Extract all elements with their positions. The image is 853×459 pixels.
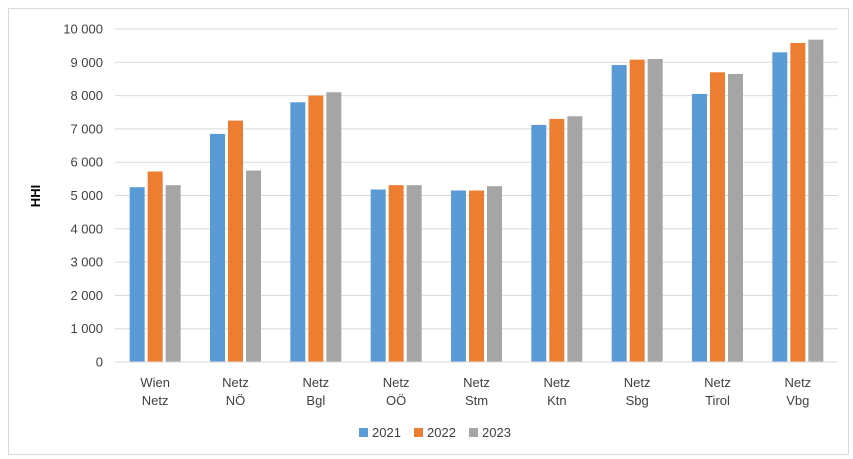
y-tick-label: 5 000 — [70, 188, 103, 203]
legend-swatch-2022 — [414, 428, 423, 437]
y-tick-label: 2 000 — [70, 288, 103, 303]
bar-2023 — [647, 58, 663, 362]
x-tick-label-line: Netz — [543, 375, 570, 390]
x-tick-label-line: Netz — [383, 375, 410, 390]
x-tick-label: Netz Vbg — [784, 375, 811, 408]
bar-2023 — [165, 185, 181, 362]
bar-2021 — [129, 187, 145, 362]
x-tick-label-line: Netz — [142, 393, 169, 408]
x-tick-label: Netz Stm — [463, 375, 490, 408]
y-tick-label: 1 000 — [70, 321, 103, 336]
x-tick-label-line: Netz — [784, 375, 811, 390]
y-tick-label: 4 000 — [70, 221, 103, 236]
x-tick-label-line: Netz — [302, 375, 329, 390]
x-tick-label: Netz NÖ — [222, 375, 249, 408]
bar-2022 — [308, 95, 324, 362]
bar-2021 — [692, 93, 707, 362]
legend-swatch-2023 — [469, 428, 478, 437]
x-tick-label-line: Stm — [465, 393, 488, 408]
bar-2021 — [290, 102, 306, 362]
legend-label: 2022 — [427, 425, 456, 440]
x-tick-label: Wien Netz — [140, 375, 170, 408]
bar-2021 — [531, 124, 547, 363]
bar-2023 — [567, 116, 583, 362]
bar-2021 — [611, 64, 627, 363]
x-tick-label-line: Netz — [463, 375, 490, 390]
x-tick-label-line: Bgl — [306, 393, 325, 408]
bar-2022 — [710, 72, 725, 362]
bar-2021 — [451, 190, 466, 362]
x-tick-label-line: OÖ — [386, 393, 406, 408]
bar-2021 — [370, 189, 386, 362]
y-tick-label: 3 000 — [70, 255, 103, 270]
bar-2023 — [728, 73, 743, 362]
bar-2022 — [790, 42, 806, 363]
bar-2022 — [147, 171, 163, 362]
bar-2023 — [487, 186, 502, 362]
x-tick-label: Netz Tirol — [704, 375, 731, 408]
bar-2021 — [210, 133, 225, 362]
x-tick-label-line: Ktn — [547, 393, 567, 408]
x-tick-label-line: Vbg — [786, 393, 809, 408]
x-tick-label-line: Netz — [624, 375, 651, 390]
y-tick-label: 7 000 — [70, 121, 103, 136]
bar-2023 — [246, 170, 261, 362]
y-tick-label: 8 000 — [70, 88, 103, 103]
x-tick-label: Netz Ktn — [543, 375, 570, 408]
y-tick-label: 0 — [96, 355, 103, 370]
bar-2022 — [469, 190, 484, 362]
y-axis-label: HHI — [28, 185, 43, 207]
bar-2022 — [388, 185, 404, 362]
bar-2023 — [406, 185, 422, 362]
legend-label: 2023 — [482, 425, 511, 440]
bar-2023 — [326, 92, 342, 363]
bar-2022 — [629, 59, 645, 363]
x-tick-label-line: Wien — [140, 375, 170, 390]
y-tick-label: 10 000 — [63, 22, 103, 37]
x-tick-label-line: NÖ — [226, 393, 246, 408]
x-tick-label-line: Netz — [222, 375, 249, 390]
bar-2022 — [549, 118, 565, 362]
y-tick-label: 6 000 — [70, 155, 103, 170]
legend-label: 2021 — [372, 425, 401, 440]
bar-2023 — [808, 39, 824, 362]
bar-2021 — [772, 52, 788, 363]
x-tick-label: Netz Bgl — [302, 375, 329, 408]
bar-2022 — [228, 120, 243, 362]
legend-swatch-2021 — [359, 428, 368, 437]
y-tick-label: 9 000 — [70, 55, 103, 70]
x-tick-label-line: Tirol — [705, 393, 730, 408]
x-tick-label-line: Sbg — [626, 393, 649, 408]
x-tick-label: Netz Sbg — [624, 375, 651, 408]
x-tick-label: Netz OÖ — [383, 375, 410, 408]
x-tick-label-line: Netz — [704, 375, 731, 390]
